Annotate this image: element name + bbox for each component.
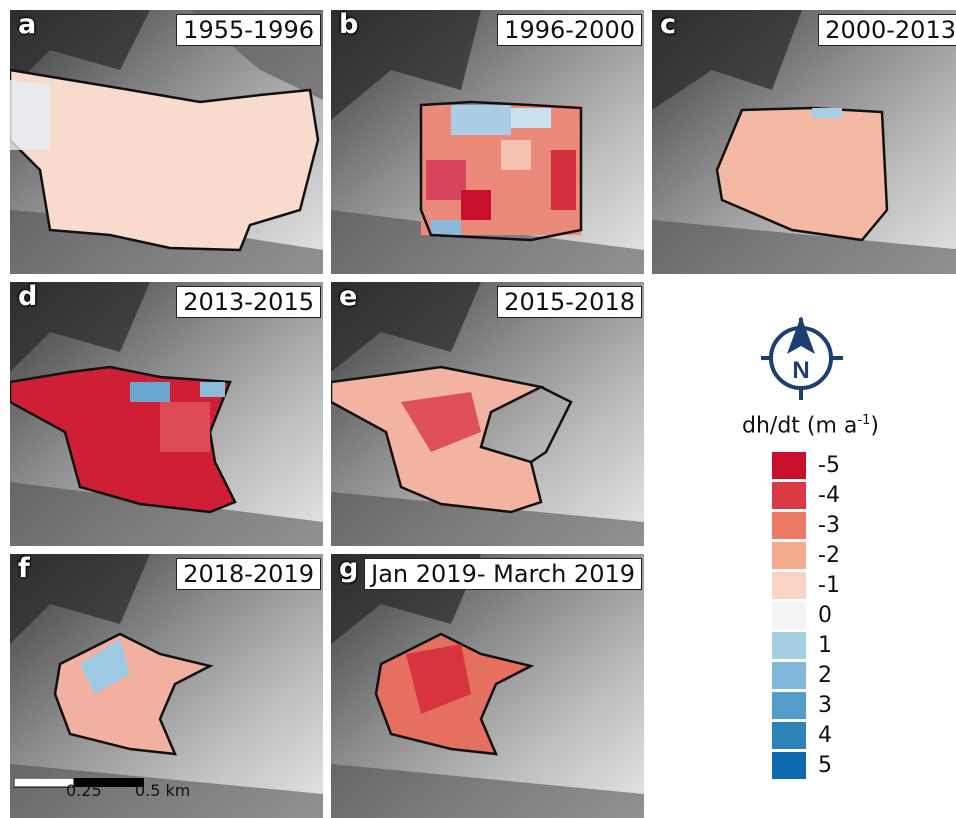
legend-label: 0 <box>818 603 832 628</box>
hillshade-map <box>10 282 323 546</box>
scale-label-end: 0.5 km <box>135 781 191 800</box>
legend-swatch <box>772 512 806 539</box>
map-panel-d: d 2013-2015 <box>10 282 323 546</box>
panel-letter: e <box>339 282 358 312</box>
map-panel-f: f 2018-2019 <box>10 554 323 818</box>
map-panel-a: a 1955-1996 <box>10 10 323 274</box>
legend: N dh/dt (m a-1) -5 -4 -3 -2 -1 0 1 2 3 4 5 <box>660 290 956 810</box>
legend-swatch <box>772 572 806 599</box>
legend-swatch <box>772 542 806 569</box>
legend-label: 4 <box>818 723 832 748</box>
legend-label: -4 <box>818 483 840 508</box>
panel-letter: a <box>18 10 37 40</box>
legend-title: dh/dt (m a-1) <box>742 413 879 439</box>
legend-label: -1 <box>818 573 840 598</box>
map-panel-b: b 1996-2000 <box>331 10 644 274</box>
panel-letter: f <box>18 554 30 584</box>
glacier-outline <box>10 68 320 252</box>
panel-letter: g <box>339 554 359 584</box>
legend-swatch <box>772 632 806 659</box>
map-panel-g: g Jan 2019- March 2019 <box>331 554 644 818</box>
panel-period: 2000-2013 <box>818 14 956 46</box>
legend-swatch <box>772 722 806 749</box>
compass-letter: N <box>792 357 809 384</box>
legend-label: 3 <box>818 693 832 718</box>
panel-letter: c <box>660 10 677 40</box>
panel-period: 1996-2000 <box>497 14 642 46</box>
hillshade-map <box>331 554 644 818</box>
panel-period: 2015-2018 <box>497 286 642 318</box>
map-panel-e: e 2015-2018 <box>331 282 644 546</box>
north-arrow-icon: N <box>761 316 843 400</box>
dhdt-grid <box>421 105 581 235</box>
panel-period: 2013-2015 <box>176 286 321 318</box>
scale-bar <box>14 778 144 788</box>
legend-label: -3 <box>818 513 840 538</box>
legend-label: -2 <box>818 543 840 568</box>
legend-swatch <box>772 452 806 479</box>
scale-label-mid: 0.25 <box>66 781 102 800</box>
panel-letter: d <box>18 282 38 312</box>
legend-swatch <box>772 662 806 689</box>
hillshade-map <box>652 10 956 274</box>
panel-letter: b <box>339 10 359 40</box>
map-panel-c: c 2000-2013 <box>652 10 956 274</box>
legend-swatch <box>772 602 806 629</box>
legend-label: 5 <box>818 753 832 778</box>
hillshade-map <box>331 282 644 546</box>
legend-swatch <box>772 752 806 779</box>
legend-swatch <box>772 692 806 719</box>
hillshade-map <box>10 554 323 818</box>
panel-period: 2018-2019 <box>176 558 321 590</box>
legend-swatch <box>772 482 806 509</box>
legend-label: 1 <box>818 633 832 658</box>
panel-period: Jan 2019- March 2019 <box>364 558 642 590</box>
legend-label: -5 <box>818 453 840 478</box>
panel-period: 1955-1996 <box>176 14 321 46</box>
hillshade-map <box>10 10 323 274</box>
legend-label: 2 <box>818 663 832 688</box>
hillshade-map <box>331 10 644 274</box>
